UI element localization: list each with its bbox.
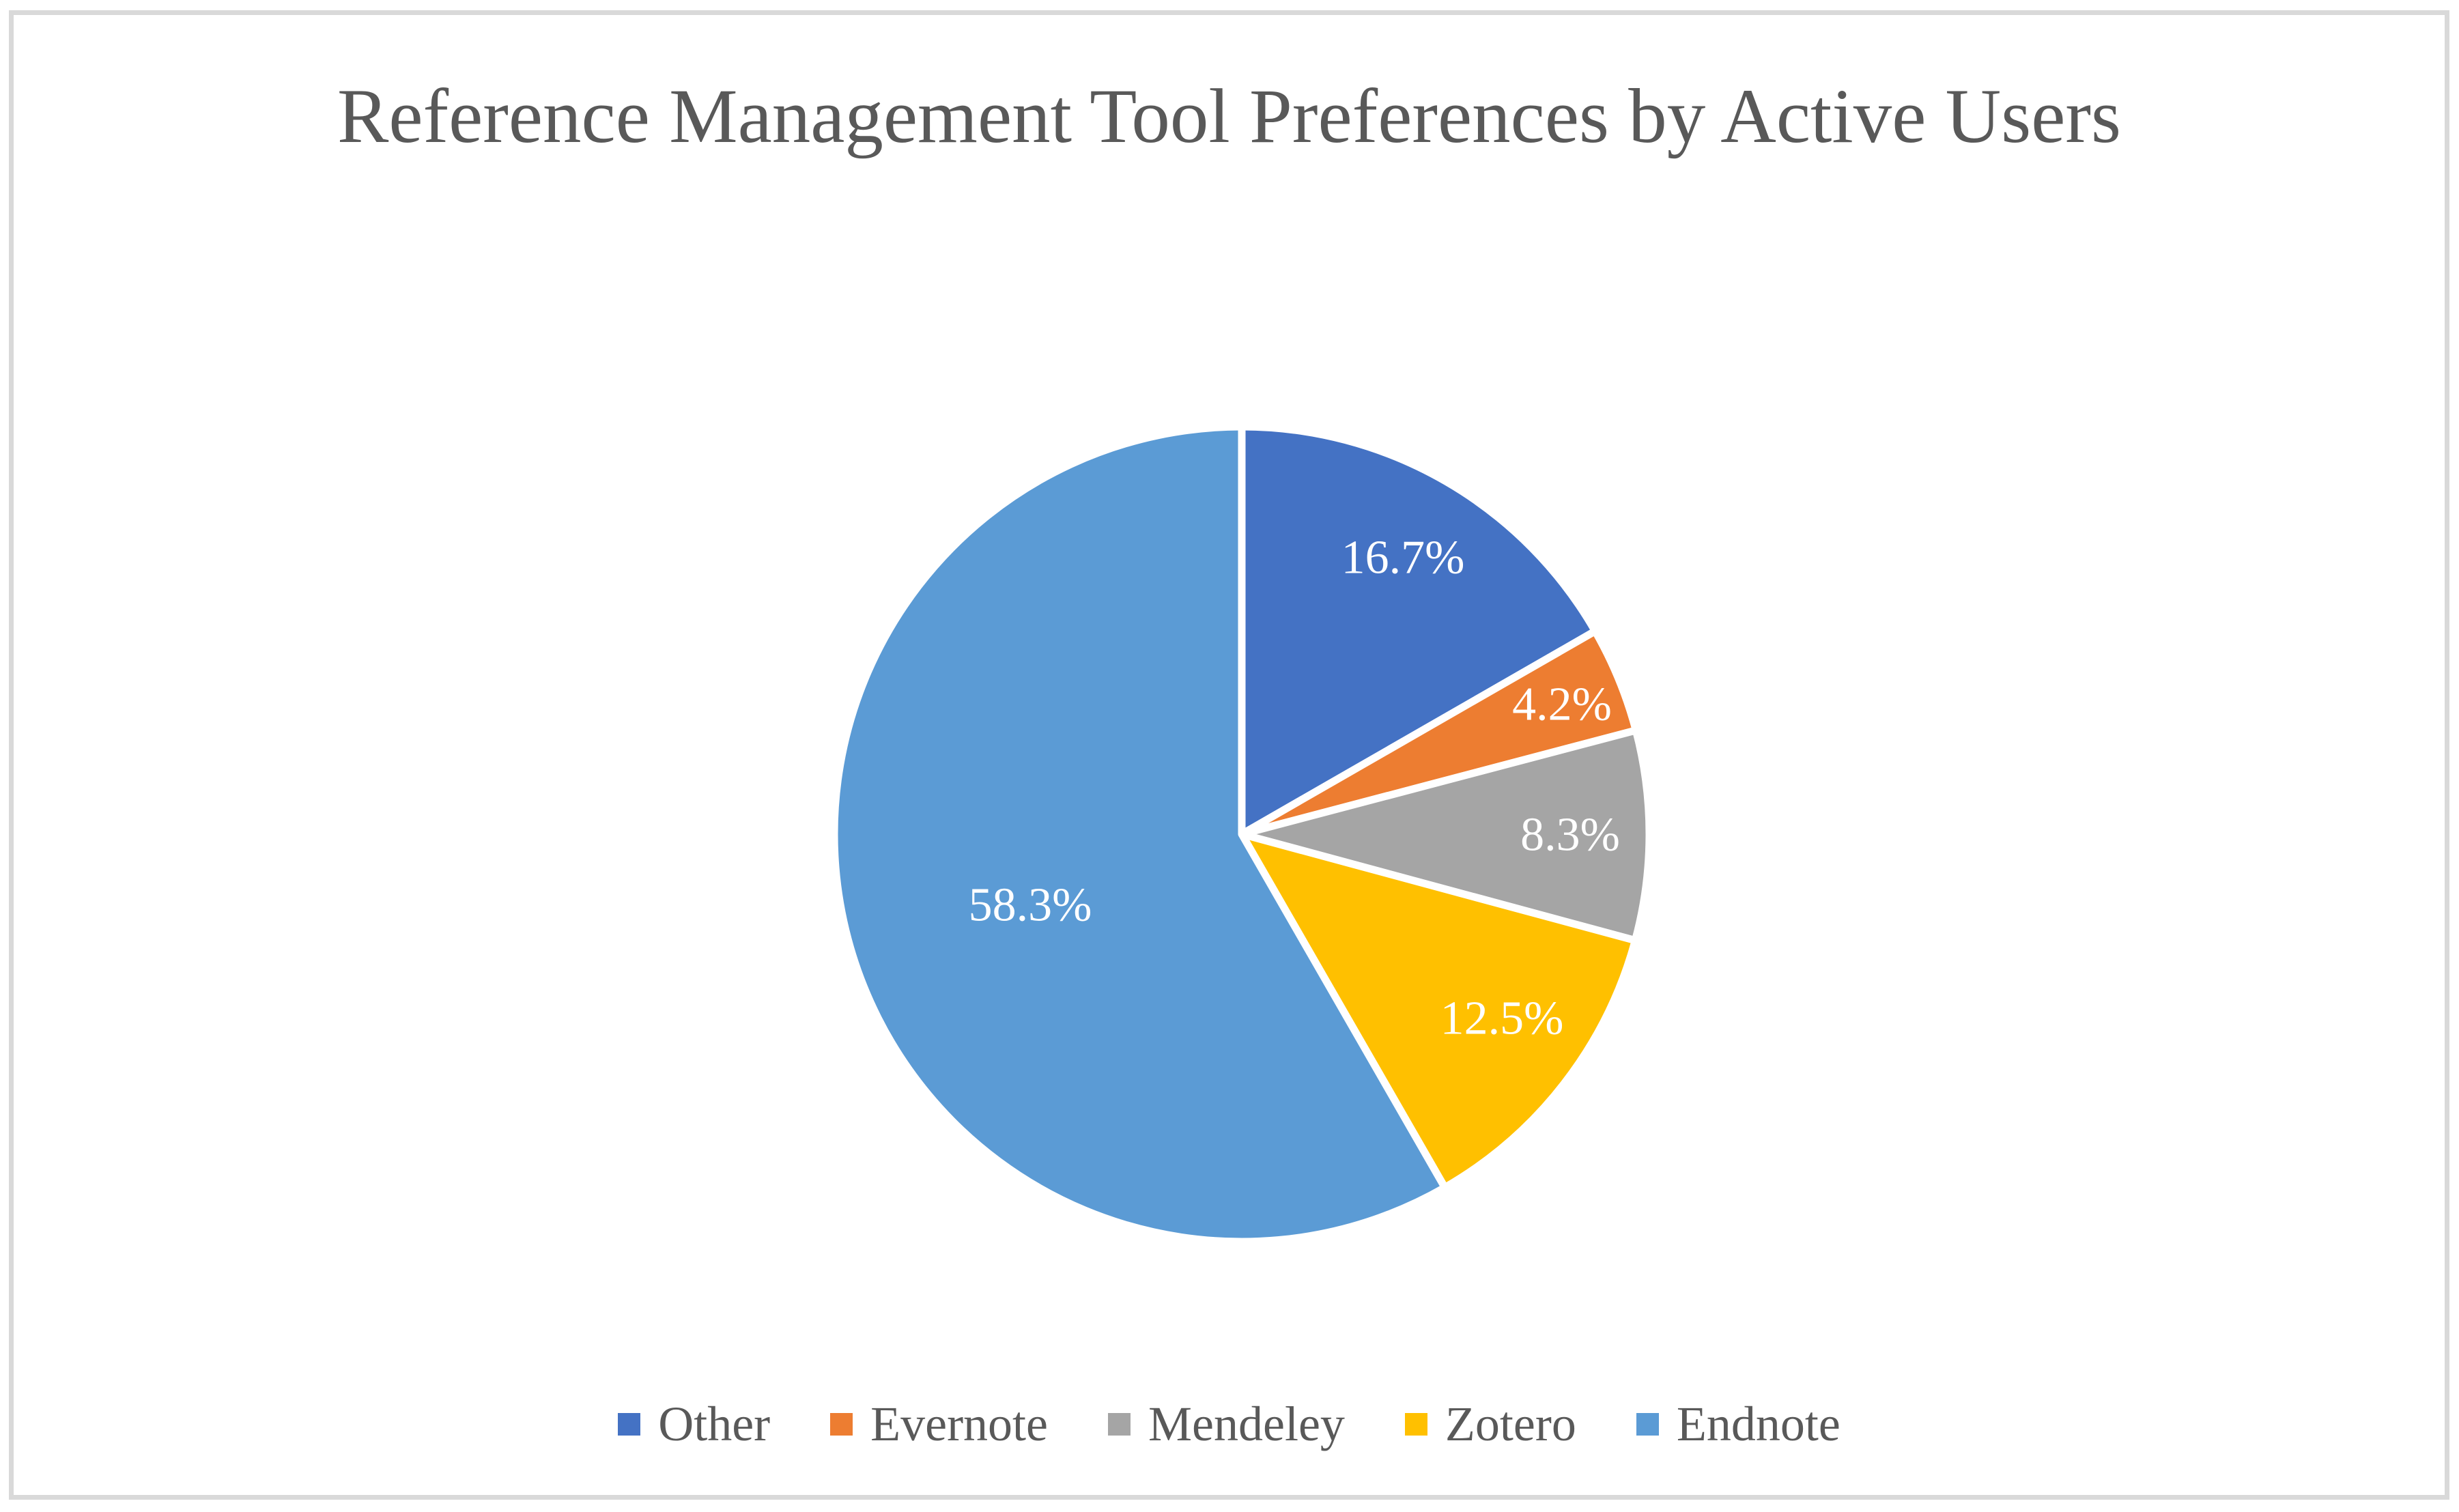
legend-swatch-endnote: [1636, 1412, 1659, 1436]
data-label-other: 16.7%: [1341, 532, 1465, 584]
legend-item-endnote[interactable]: Endnote: [1636, 1396, 1840, 1453]
chart-frame: Reference Management Tool Preferences by…: [9, 10, 2449, 1500]
data-label-endnote: 58.3%: [969, 879, 1092, 932]
data-label-mendeley: 8.3%: [1520, 809, 1620, 861]
legend-item-other[interactable]: Other: [618, 1396, 770, 1453]
legend-label-other: Other: [658, 1396, 771, 1451]
pie-slice-endnote[interactable]: [830, 423, 1449, 1246]
pie-slice-other[interactable]: [1238, 423, 1600, 838]
legend-label-zotero: Zotero: [1445, 1396, 1576, 1451]
legend-swatch-other: [618, 1412, 641, 1436]
legend-item-mendeley[interactable]: Mendeley: [1108, 1396, 1345, 1453]
data-label-zotero: 12.5%: [1440, 993, 1564, 1045]
chart-legend: Other Evernote Mendeley Zotero Endnote: [14, 1386, 2445, 1462]
pie-chart: 16.7% 4.2% 8.3% 12.5% 58.3%: [830, 423, 1653, 1246]
pie-slice-mendeley[interactable]: [1238, 726, 1653, 945]
legend-item-zotero[interactable]: Zotero: [1404, 1396, 1576, 1453]
legend-item-evernote[interactable]: Evernote: [830, 1396, 1048, 1453]
legend-swatch-mendeley: [1108, 1412, 1131, 1436]
pie-slice-zotero[interactable]: [1238, 830, 1639, 1192]
data-label-evernote: 4.2%: [1512, 679, 1612, 731]
legend-label-mendeley: Mendeley: [1148, 1396, 1345, 1451]
legend-label-endnote: Endnote: [1676, 1396, 1840, 1451]
legend-swatch-evernote: [830, 1412, 853, 1436]
legend-label-evernote: Evernote: [870, 1396, 1049, 1451]
chart-title: Reference Management Tool Preferences by…: [337, 74, 2122, 159]
legend-swatch-zotero: [1404, 1412, 1427, 1436]
